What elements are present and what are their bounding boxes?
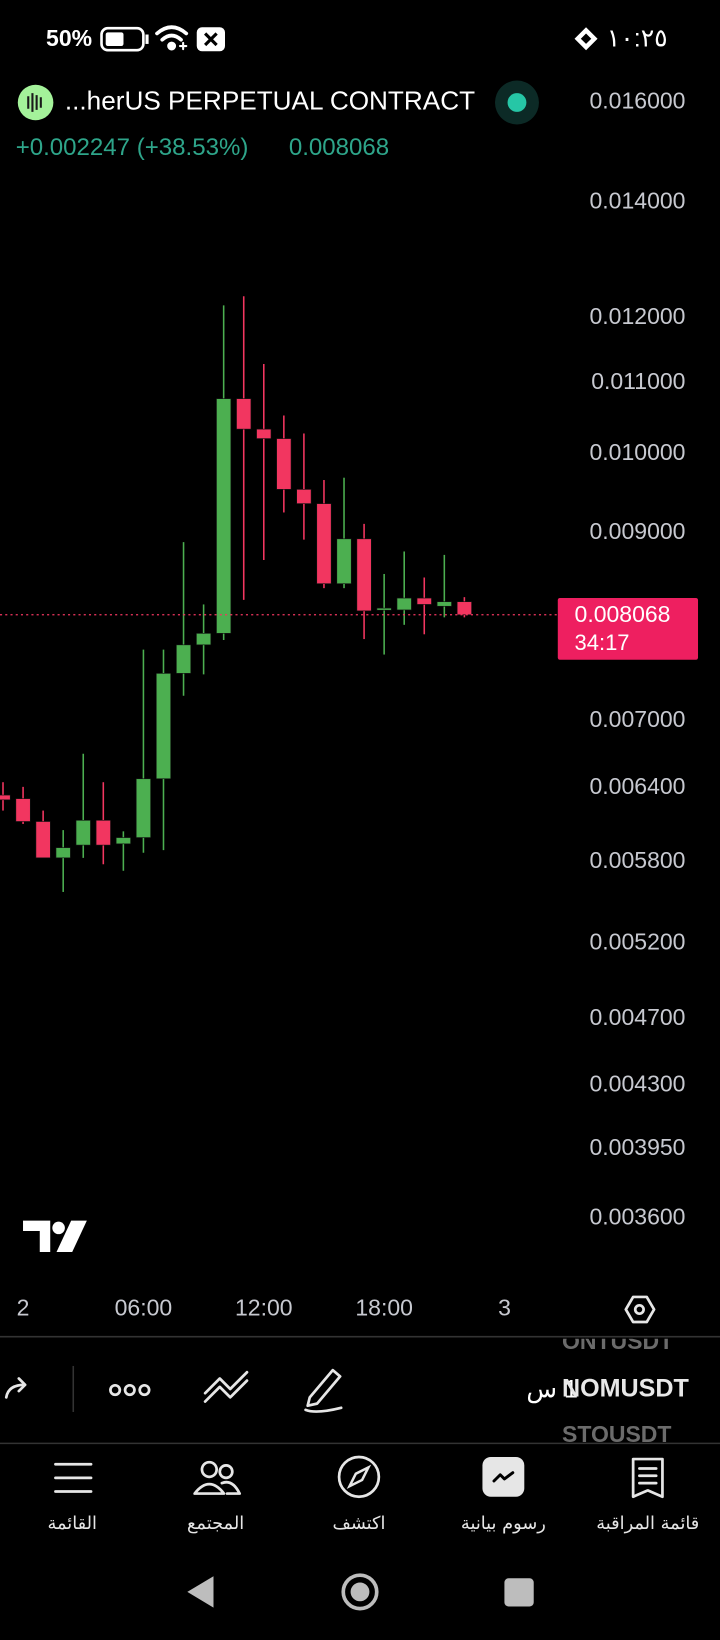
- symbol-logo: [17, 84, 54, 121]
- y-tick-label: 0.016000: [590, 88, 686, 114]
- price-change: +0.002247 (+38.53%): [16, 134, 249, 161]
- interval-button[interactable]: 1 س: [526, 1376, 578, 1404]
- redo-button[interactable]: [4, 1377, 27, 1399]
- last-price-box: [557, 598, 699, 660]
- candle-body: [115, 837, 131, 845]
- candle-body: [196, 633, 212, 646]
- candle-body: [316, 503, 332, 585]
- indicators-button[interactable]: [109, 1383, 151, 1397]
- recents-button[interactable]: [504, 1578, 534, 1607]
- watchlist-icon[interactable]: [631, 1457, 664, 1499]
- candle-body: [356, 538, 372, 612]
- candle-body: [416, 597, 432, 605]
- y-tick-label: 0.003600: [590, 1204, 686, 1230]
- tradingview-logo: [23, 1220, 87, 1252]
- y-tick-label: 0.007000: [590, 706, 686, 732]
- candle-body: [376, 607, 392, 611]
- y-tick-label: 0.011000: [591, 368, 685, 394]
- y-tick-label: 0.012000: [590, 303, 686, 329]
- home-button[interactable]: [341, 1573, 379, 1611]
- drawing-tools-button[interactable]: [203, 1370, 249, 1403]
- y-tick-label: 0.004300: [590, 1071, 686, 1097]
- candle-body: [15, 798, 31, 822]
- header-price: 0.008068: [289, 134, 389, 161]
- charts-icon[interactable]: [482, 1456, 525, 1497]
- y-tick-label: 0.010000: [590, 439, 686, 465]
- community-icon[interactable]: [193, 1460, 242, 1495]
- y-tick-label: 0.009000: [590, 518, 686, 544]
- clock: ١٠:٢٥: [607, 24, 668, 52]
- x-tick-label: 3: [498, 1295, 511, 1321]
- candle-body: [336, 538, 352, 585]
- plot-area: 0.003600 0.003950 0.004300 0.004700 0.005200…: [0, 88, 699, 1321]
- y-tick-label: 0.004700: [590, 1004, 686, 1030]
- candle-body: [396, 597, 412, 611]
- x-tick-label: 12:00: [235, 1295, 293, 1321]
- battery-icon: [100, 26, 149, 52]
- last-price-label: 0.008068: [575, 601, 671, 627]
- y-tick-label: 0.005200: [590, 928, 686, 954]
- candle-body: [135, 778, 151, 838]
- candle-body: [276, 438, 292, 490]
- candle-body: [216, 398, 232, 634]
- nav-label[interactable]: قائمة المراقبة: [596, 1513, 699, 1534]
- candle-body: [35, 821, 51, 859]
- candle-body: [236, 398, 252, 430]
- symbol-option[interactable]: STOUSDT: [562, 1421, 672, 1447]
- symbol-selected[interactable]: NOMUSDT: [562, 1375, 690, 1403]
- candle-body: [176, 644, 192, 674]
- back-button[interactable]: [187, 1576, 214, 1608]
- candle-body: [95, 819, 111, 846]
- settings-icon[interactable]: [624, 1295, 656, 1324]
- nav-label[interactable]: اكتشف: [332, 1513, 385, 1534]
- candle-body: [0, 794, 11, 801]
- x-tick-label: 2: [17, 1295, 30, 1321]
- wifi-icon: [155, 25, 189, 51]
- countdown-label: 34:17: [575, 630, 630, 655]
- symbol-title[interactable]: ...herUS PERPETUAL CONTRACT: [65, 85, 475, 115]
- nav-label[interactable]: المجتمع: [187, 1513, 244, 1534]
- x-tick-label: 06:00: [115, 1295, 173, 1321]
- candle-body: [456, 601, 472, 616]
- candle-body: [55, 847, 71, 859]
- explore-icon[interactable]: [337, 1455, 381, 1499]
- notification-icon: [196, 27, 225, 52]
- nav-label[interactable]: رسوم بيانية: [461, 1513, 546, 1534]
- brush-button[interactable]: [304, 1368, 343, 1413]
- candle-body: [75, 819, 91, 846]
- x-tick-label: 18:00: [355, 1295, 413, 1321]
- nav-label[interactable]: القائمة: [47, 1513, 97, 1534]
- candle-body: [436, 601, 452, 607]
- candle-body: [155, 673, 172, 780]
- candle-body: [256, 428, 272, 439]
- y-tick-label: 0.005800: [590, 847, 686, 873]
- y-tick-label: 0.006400: [590, 773, 686, 799]
- symbol-option[interactable]: ONTUSDT: [562, 1328, 673, 1354]
- battery-level: 50%: [46, 25, 92, 51]
- y-tick-label: 0.003950: [590, 1134, 686, 1160]
- candle-body: [296, 489, 312, 504]
- menu-icon[interactable]: [54, 1462, 93, 1493]
- market-status: [495, 80, 539, 125]
- y-tick-label: 0.014000: [590, 187, 686, 213]
